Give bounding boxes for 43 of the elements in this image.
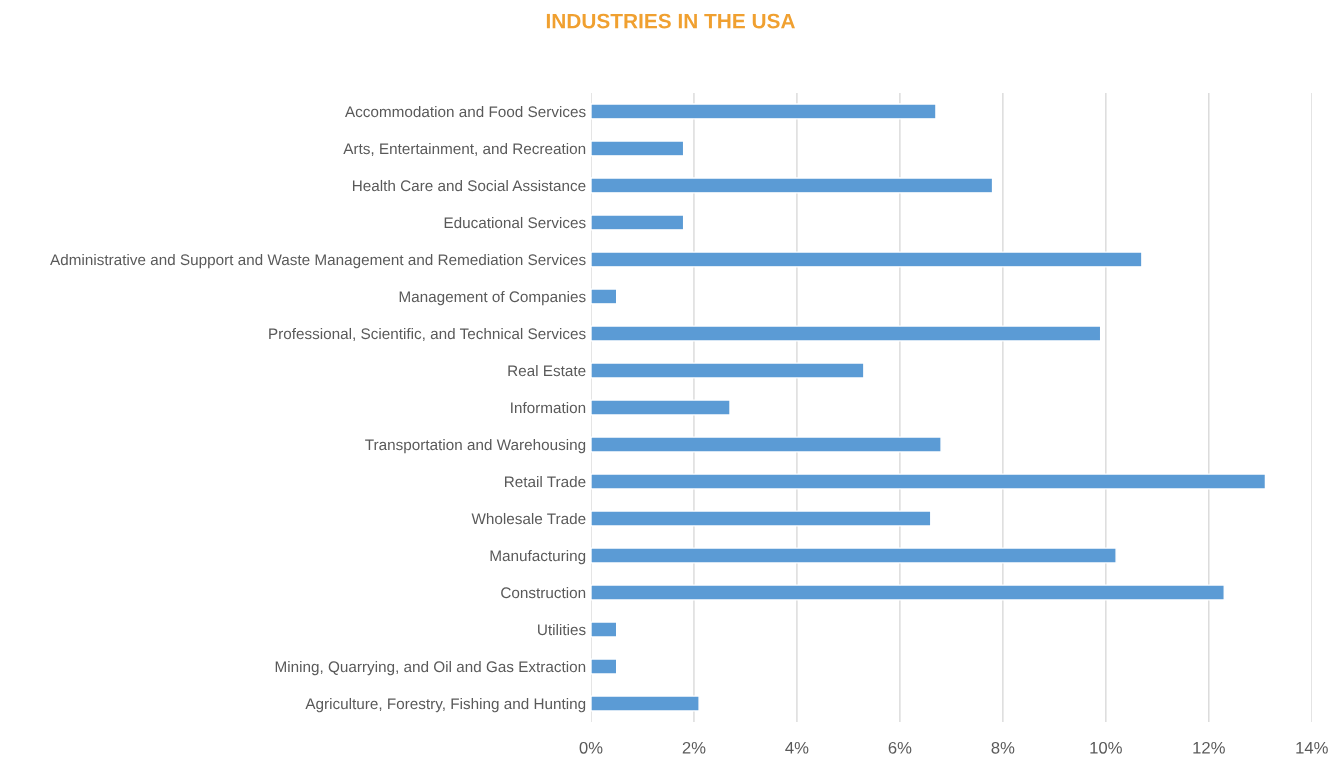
bar — [590, 658, 618, 675]
bar — [590, 399, 731, 416]
x-tick-label: 6% — [888, 741, 912, 754]
bar — [590, 510, 932, 527]
x-tick-label: 12% — [1193, 741, 1225, 754]
y-tick-label: Management of Companies — [399, 290, 586, 306]
bar — [590, 251, 1143, 268]
bar — [590, 140, 685, 157]
chart-title: INDUSTRIES IN THE USA — [546, 13, 795, 29]
bar — [590, 621, 618, 638]
x-tick-label: 8% — [991, 741, 1015, 754]
bar — [590, 695, 700, 712]
y-tick-label: Retail Trade — [505, 475, 586, 488]
y-tick-label: Arts, Entertainment, and Recreation — [343, 142, 586, 156]
y-tick-label: Information — [511, 401, 586, 414]
bar — [590, 547, 1117, 564]
y-tick-label: Professional, Scientific, and Technical Services — [269, 327, 586, 341]
x-tick-label: 14% — [1296, 741, 1328, 754]
y-tick-label: Administrative and Support and Waste Management and Remediation Services — [50, 253, 586, 269]
y-tick-label: Educational Services — [444, 216, 586, 229]
y-tick-label: Manufacturing — [490, 549, 586, 565]
y-tick-label: Mining, Quarrying, and Oil and Gas Extraction — [275, 660, 586, 676]
y-tick-label: Construction — [501, 586, 586, 599]
x-tick-label: 0% — [579, 741, 603, 754]
y-tick-label: Wholesale Trade — [471, 512, 586, 525]
y-tick-label: Accommodation and Food Services — [344, 105, 586, 118]
x-tick-label: 2% — [682, 741, 706, 754]
bar — [590, 473, 1267, 490]
bar — [590, 177, 994, 194]
y-tick-label: Health Care and Social Assistance — [352, 179, 586, 192]
bar — [590, 362, 865, 379]
x-tick-label: 10% — [1090, 741, 1122, 754]
bar — [590, 436, 942, 453]
bar — [590, 325, 1102, 342]
bar — [590, 103, 937, 120]
bar — [590, 214, 685, 231]
bar — [590, 584, 1225, 601]
y-tick-label: Real Estate — [508, 364, 586, 377]
y-tick-label: Utilities — [538, 623, 586, 636]
y-tick-label: Transportation and Warehousing — [365, 438, 586, 454]
x-tick-label: 4% — [785, 741, 809, 754]
bar — [590, 288, 618, 305]
y-tick-label: Agriculture, Forestry, Fishing and Hunting — [305, 697, 586, 713]
